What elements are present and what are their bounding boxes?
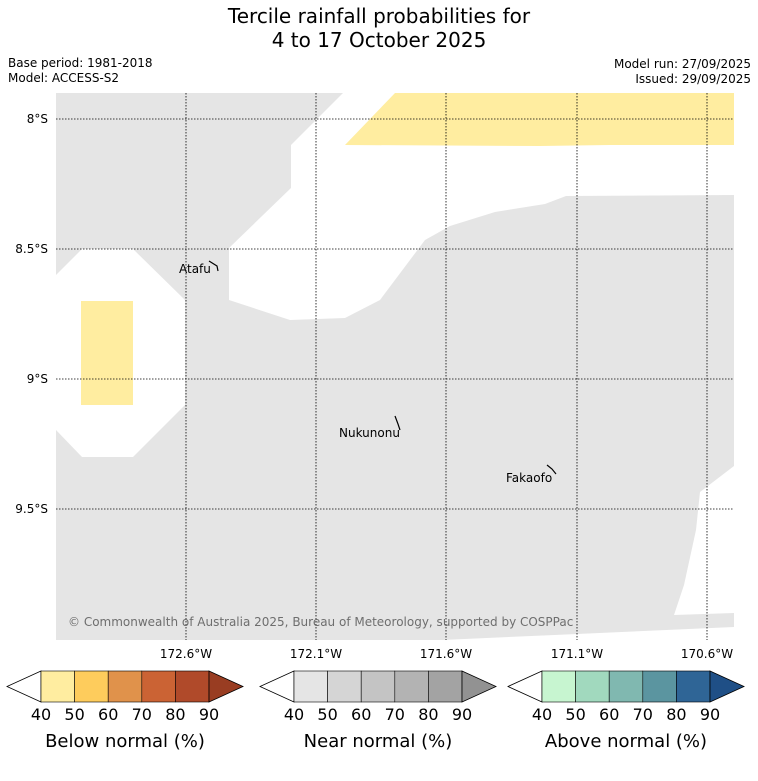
near-normal-region bbox=[56, 93, 734, 640]
above-normal-colorbar-tick: 90 bbox=[700, 705, 720, 724]
lat-label-9s: 9°S bbox=[27, 372, 48, 386]
above-normal-colorbar-segment bbox=[642, 670, 677, 703]
above-normal-colorbar-segment bbox=[608, 670, 644, 703]
above-normal-colorbar-segment bbox=[676, 670, 711, 703]
below-normal-colorbar-tick: 50 bbox=[64, 705, 84, 724]
near-normal-colorbar-tick: 70 bbox=[385, 705, 405, 724]
above-normal-colorbar-low-extend bbox=[507, 670, 543, 703]
model-text: Model: ACCESS-S2 bbox=[8, 71, 120, 85]
above-normal-colorbar-tick: 40 bbox=[532, 705, 552, 724]
place-label-fakaofo: Fakaofo bbox=[506, 471, 552, 485]
above-normal-colorbar-label: Above normal (%) bbox=[545, 731, 707, 752]
title-line-1: Tercile rainfall probabilities for bbox=[227, 4, 531, 28]
map-title: Tercile rainfall probabilities for 4 to … bbox=[0, 4, 758, 52]
near-normal-colorbar-segment bbox=[327, 670, 362, 703]
below-normal-colorbar-tick: 70 bbox=[132, 705, 152, 724]
lon-label-172-6w: 172.6°W bbox=[160, 647, 212, 661]
above-normal-colorbar-tick: 60 bbox=[599, 705, 619, 724]
lat-label-8-5s: 8.5°S bbox=[15, 242, 48, 256]
near-normal-colorbar-tick: 80 bbox=[418, 705, 438, 724]
near-normal-colorbar-high-extend bbox=[461, 670, 497, 703]
below-normal-colorbar-segment bbox=[74, 670, 109, 703]
lon-label-172-1w: 172.1°W bbox=[290, 647, 342, 661]
near-normal-colorbar-segment bbox=[293, 670, 328, 703]
below-normal-colorbar-low-extend bbox=[6, 670, 42, 703]
above-normal-colorbar-tick: 80 bbox=[666, 705, 686, 724]
place-label-nukunonu: Nukunonu bbox=[339, 426, 400, 440]
below-normal-region-north bbox=[345, 93, 734, 146]
near-normal-colorbar-tick: 60 bbox=[351, 705, 371, 724]
lon-label-171-1w: 171.1°W bbox=[551, 647, 603, 661]
below-normal-colorbar-tick: 90 bbox=[199, 705, 219, 724]
longitude-gridlines bbox=[185, 93, 708, 640]
longitude-labels: 172.6°W 172.1°W 171.6°W 171.1°W 170.6°W bbox=[160, 647, 733, 661]
above-normal-colorbar-high-extend bbox=[709, 670, 745, 703]
below-normal-region-west bbox=[81, 301, 133, 405]
map-panel: Atafu Nukunonu Fakaofo © Commonwealth of… bbox=[56, 93, 734, 640]
near-normal-colorbar-tick: 90 bbox=[452, 705, 472, 724]
near-normal-colorbar-segment bbox=[394, 670, 429, 703]
below-normal-colorbar-segment bbox=[107, 670, 143, 703]
lat-label-9-5s: 9.5°S bbox=[15, 502, 48, 516]
near-normal-colorbar-tick: 50 bbox=[317, 705, 337, 724]
below-normal-colorbar-tick: 80 bbox=[165, 705, 185, 724]
below-normal-colorbar-high-extend bbox=[208, 670, 244, 703]
below-normal-colorbar-label: Below normal (%) bbox=[45, 731, 205, 752]
latitude-labels: 8°S 8.5°S 9°S 9.5°S bbox=[15, 112, 48, 516]
copyright-text: © Commonwealth of Australia 2025, Bureau… bbox=[68, 615, 573, 629]
latitude-gridlines bbox=[56, 118, 734, 510]
meta-left: Base period: 1981-2018 Model: ACCESS-S2 bbox=[8, 56, 153, 86]
near-normal-colorbar: 40 50 60 70 80 90 Near normal (%) bbox=[259, 670, 497, 752]
below-normal-colorbar-segment bbox=[175, 670, 210, 703]
below-normal-colorbar-segment bbox=[141, 670, 176, 703]
above-normal-colorbar-segment bbox=[575, 670, 610, 703]
lat-label-8s: 8°S bbox=[27, 112, 48, 126]
below-normal-colorbar-tick: 60 bbox=[98, 705, 118, 724]
near-normal-colorbar-tick: 40 bbox=[284, 705, 304, 724]
below-normal-colorbar-segment bbox=[40, 670, 75, 703]
colorbars: 40 50 60 70 80 90 Below normal (%) 40 50 60 70 80 90… bbox=[6, 670, 745, 752]
model-run-text: Model run: 27/09/2025 bbox=[613, 57, 751, 71]
issued-text: Issued: 29/09/2025 bbox=[635, 72, 751, 86]
title-line-2: 4 to 17 October 2025 bbox=[271, 28, 487, 52]
fakaofo-coastline bbox=[546, 464, 557, 475]
above-normal-colorbar-segment bbox=[541, 670, 576, 703]
near-normal-colorbar-label: Near normal (%) bbox=[304, 731, 453, 752]
meta-right: Model run: 27/09/2025 Issued: 29/09/2025 bbox=[614, 57, 751, 87]
place-label-atafu: Atafu bbox=[179, 262, 211, 276]
above-normal-colorbar: 40 50 60 70 80 90 Above normal (%) bbox=[507, 670, 745, 752]
near-normal-colorbar-segment bbox=[428, 670, 463, 703]
base-period-text: Base period: 1981-2018 bbox=[8, 56, 153, 70]
near-normal-colorbar-segment bbox=[360, 670, 396, 703]
lon-label-171-6w: 171.6°W bbox=[420, 647, 472, 661]
below-normal-colorbar-tick: 40 bbox=[31, 705, 51, 724]
below-normal-colorbar: 40 50 60 70 80 90 Below normal (%) bbox=[6, 670, 244, 752]
above-normal-colorbar-tick: 70 bbox=[633, 705, 653, 724]
lon-label-170-6w: 170.6°W bbox=[681, 647, 733, 661]
atafu-coastline bbox=[208, 260, 219, 272]
near-normal-colorbar-low-extend bbox=[259, 670, 295, 703]
above-normal-colorbar-tick: 50 bbox=[565, 705, 585, 724]
nukunonu-coastline bbox=[394, 415, 401, 431]
